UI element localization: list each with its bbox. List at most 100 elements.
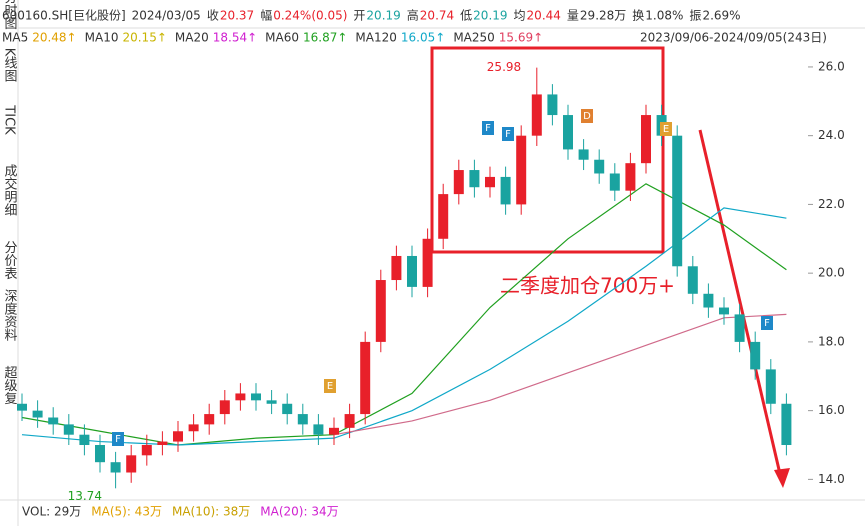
signal-marker bbox=[581, 109, 593, 123]
candle-body bbox=[48, 417, 59, 425]
header-text: 均 bbox=[514, 9, 526, 23]
ma-line bbox=[21, 207, 787, 446]
legend-value: 20.15↑ bbox=[122, 31, 166, 45]
candle-body bbox=[485, 176, 495, 188]
candle-body bbox=[251, 393, 261, 401]
legend-value: 15.69↑ bbox=[499, 31, 543, 45]
legend-name: MA10 bbox=[85, 31, 119, 45]
header-text: 20.19 bbox=[473, 9, 507, 23]
signal-marker bbox=[482, 121, 494, 135]
candle-body bbox=[531, 94, 542, 136]
tab: 深度资料 bbox=[2, 289, 18, 341]
tab: 分时图 bbox=[2, 0, 18, 30]
signal-label: F bbox=[505, 129, 511, 140]
annotation: 二季度加仓700万+ bbox=[500, 274, 675, 298]
header-text: 29.28万 bbox=[580, 9, 626, 23]
header-text: 0.24%(0.05) bbox=[273, 9, 347, 23]
header-text: 20.37 bbox=[220, 9, 254, 23]
signal-marker bbox=[660, 122, 672, 136]
candle-body bbox=[219, 400, 230, 415]
tab: TICK bbox=[2, 104, 17, 135]
legend-name: MA120 bbox=[355, 31, 396, 45]
y-tick-label: 16.0 bbox=[818, 403, 845, 417]
header-text: 20.44 bbox=[527, 9, 561, 23]
candle-body bbox=[438, 194, 449, 239]
candle-body bbox=[422, 238, 433, 287]
signal-marker bbox=[324, 379, 336, 393]
candle-body bbox=[625, 163, 636, 191]
arrow-head bbox=[774, 468, 790, 488]
candle-body bbox=[126, 455, 137, 473]
candle-body bbox=[344, 414, 355, 428]
header-text: 开 bbox=[353, 9, 365, 23]
y-tick-label: 22.0 bbox=[818, 197, 845, 211]
volume-legend: MA(5): 43万 bbox=[91, 505, 162, 519]
candle-body bbox=[407, 255, 417, 287]
candle-body bbox=[63, 424, 74, 435]
candle-body bbox=[547, 94, 558, 116]
date-range: 2023/09/06-2024/09/05(243日) bbox=[640, 31, 827, 45]
candle-body bbox=[141, 445, 152, 456]
signal-label: F bbox=[115, 434, 121, 445]
header-text: 600160.SH[巨化股份] bbox=[2, 9, 126, 23]
candle-body bbox=[375, 280, 386, 342]
legend-value: 16.87↑ bbox=[303, 31, 347, 45]
header-text: 20.19 bbox=[366, 9, 400, 23]
candle-body bbox=[173, 431, 183, 442]
legend-value: 18.54↑ bbox=[213, 31, 257, 45]
candle-body bbox=[500, 176, 511, 205]
header-text: 换 bbox=[632, 9, 644, 23]
header-text: 1.08% bbox=[645, 9, 683, 23]
header-text: 高 bbox=[407, 8, 419, 23]
signal-label: E bbox=[327, 381, 333, 392]
trend-arrow bbox=[698, 129, 782, 475]
y-tick-label: 18.0 bbox=[818, 334, 845, 348]
candle-body bbox=[687, 266, 698, 294]
candle-body bbox=[672, 135, 683, 267]
signal-label: F bbox=[764, 318, 770, 329]
candle-body bbox=[329, 427, 339, 435]
volume-legend: MA(10): 38万 bbox=[172, 505, 250, 519]
legend-name: MA20 bbox=[175, 31, 209, 45]
candle-body bbox=[750, 341, 761, 370]
volume-legend: MA(20): 34万 bbox=[260, 505, 338, 519]
y-tick-label: 14.0 bbox=[818, 472, 845, 486]
signal-label: F bbox=[485, 123, 491, 134]
tab: K线图 bbox=[2, 48, 18, 83]
volume-legend: VOL: 29万 bbox=[22, 505, 81, 519]
candle-body bbox=[188, 424, 199, 432]
candle-body bbox=[297, 414, 308, 425]
candle-body bbox=[516, 135, 527, 205]
candle-body bbox=[266, 400, 277, 404]
header-text: 量 bbox=[567, 9, 579, 23]
candle-body bbox=[157, 441, 168, 446]
candle-body bbox=[313, 424, 324, 435]
header-text: 20.74 bbox=[420, 9, 454, 23]
header-text: 收 bbox=[207, 9, 219, 23]
signal-label: E bbox=[663, 124, 669, 135]
tab: 成交明细 bbox=[2, 164, 18, 216]
candle-body bbox=[578, 149, 589, 160]
legend-name: MA60 bbox=[265, 31, 299, 45]
tab: 超级复 bbox=[2, 366, 18, 405]
header-text: 振 bbox=[689, 9, 701, 23]
header-text: 幅 bbox=[260, 8, 272, 23]
candle-body bbox=[609, 173, 620, 191]
candle-body bbox=[781, 403, 792, 446]
candle-body bbox=[765, 369, 776, 404]
tab: 分价表 bbox=[2, 241, 18, 280]
y-tick-label: 24.0 bbox=[818, 128, 845, 142]
candle-body bbox=[17, 403, 27, 411]
legend-name: MA5 bbox=[2, 31, 28, 45]
candle-body bbox=[719, 307, 729, 315]
low-label: 13.74 bbox=[68, 489, 102, 503]
candle-body bbox=[391, 255, 402, 281]
candle-body bbox=[204, 414, 215, 425]
candle-body bbox=[703, 293, 714, 308]
candle-body bbox=[453, 170, 464, 195]
y-tick-label: 26.0 bbox=[818, 59, 845, 73]
candle-body bbox=[95, 445, 105, 463]
candle-body bbox=[282, 403, 293, 415]
candle-body bbox=[110, 462, 121, 473]
